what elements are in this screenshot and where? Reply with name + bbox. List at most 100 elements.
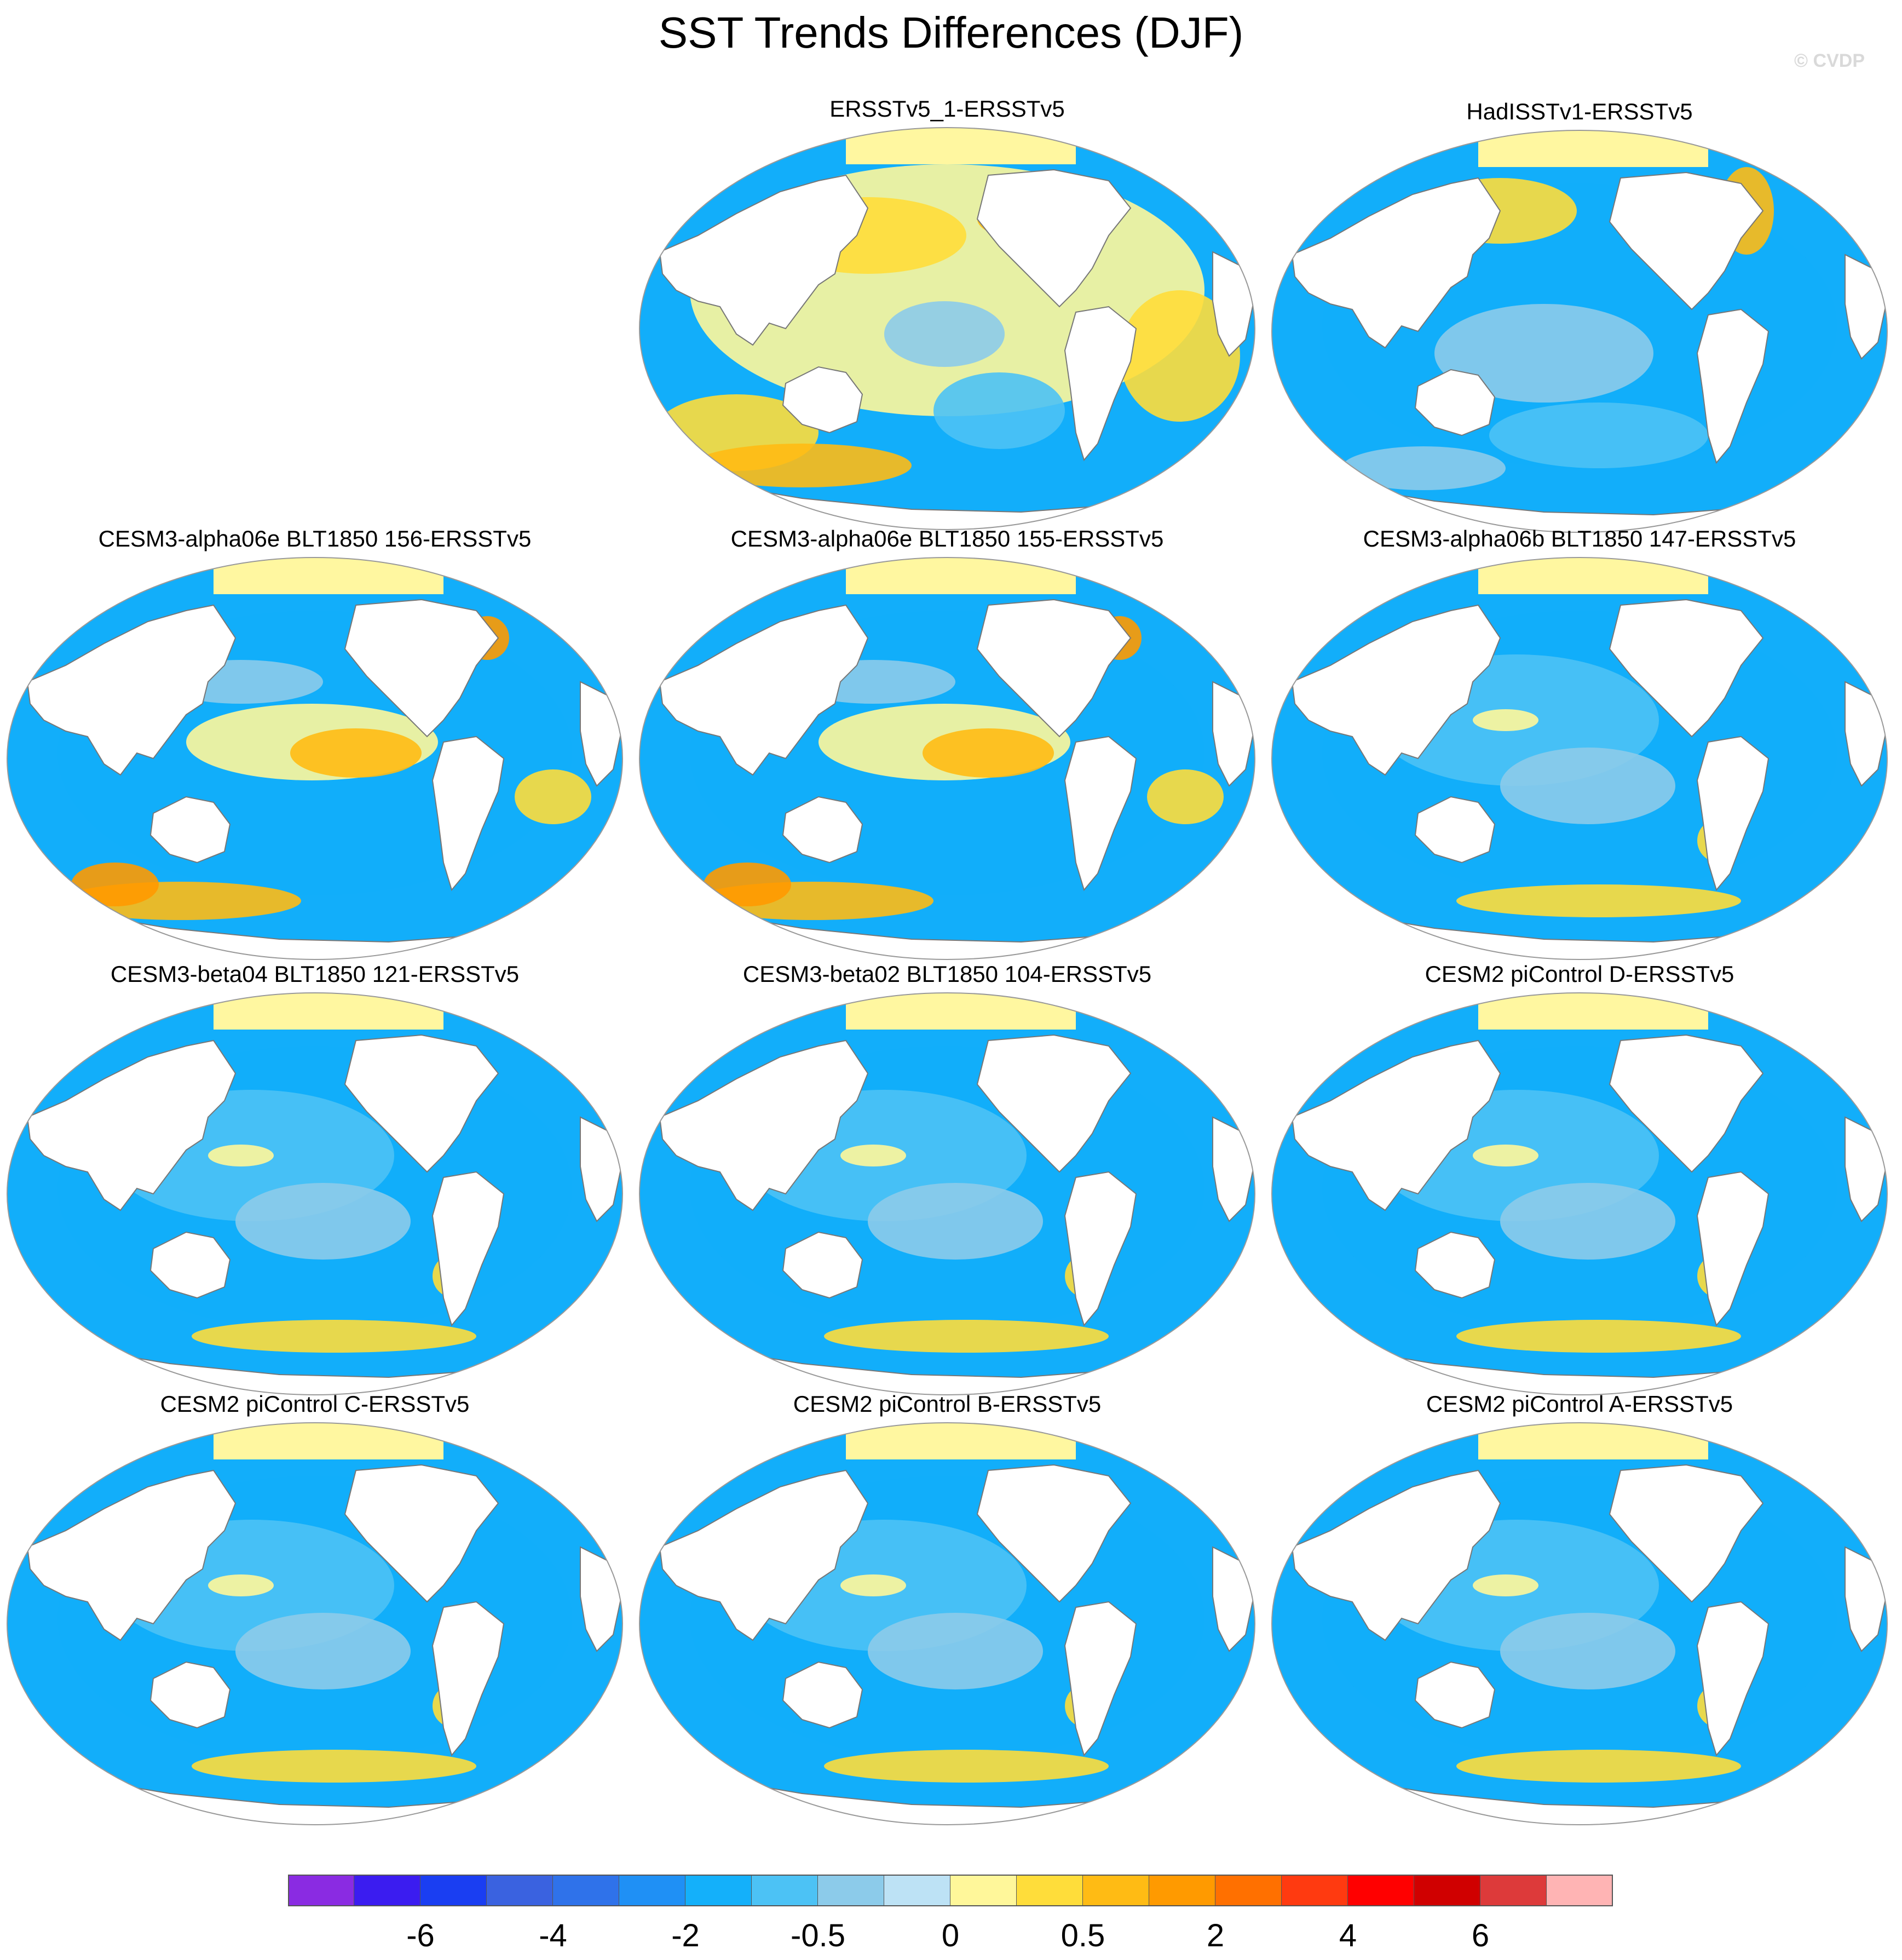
land-mass <box>659 1469 869 1641</box>
sst-map <box>639 127 1255 530</box>
colorbar-frame <box>288 1875 1613 1906</box>
sst-map <box>639 1422 1255 1825</box>
land-mass <box>1291 177 1501 349</box>
panel-title: CESM3-alpha06e BLT1850 155-ERSSTv5 <box>730 526 1164 551</box>
colorbar-swatch <box>884 1875 950 1906</box>
map-outline <box>639 992 1255 1395</box>
anomaly-region <box>933 372 1065 449</box>
sst-map <box>639 557 1255 960</box>
land-mass <box>1609 1464 1764 1603</box>
map-panel: ERSSTv5_1-ERSSTv5 <box>638 96 1257 534</box>
colorbar-swatch <box>619 1875 685 1906</box>
anomaly-region <box>235 1613 411 1689</box>
land-mass <box>976 169 1132 308</box>
colorbar-tick-label: -4 <box>539 1918 567 1953</box>
anomaly-region <box>192 1750 476 1783</box>
map-panel: CESM2 piControl B-ERSSTv5 <box>638 1391 1257 1829</box>
land-mass <box>1291 1469 1501 1641</box>
colorbar-tick-label: 0.5 <box>1060 1918 1105 1953</box>
arctic-region <box>1478 130 1708 167</box>
land-mass <box>431 735 505 892</box>
arctic-region <box>846 557 1076 594</box>
colorbar-tick-label: -2 <box>671 1918 700 1953</box>
anomaly-region <box>704 863 791 906</box>
arctic-region <box>1478 557 1708 594</box>
land-mass <box>1291 1039 1501 1211</box>
map-outline <box>7 1422 623 1825</box>
land-mass <box>782 366 863 434</box>
land-mass <box>149 1231 231 1299</box>
map-panel: CESM3-beta04 BLT1850 121-ERSSTv5 <box>5 961 624 1399</box>
map-outline <box>1271 1422 1888 1825</box>
land-mass <box>1609 599 1764 738</box>
panel-title: HadISSTv1-ERSSTv5 <box>1466 99 1693 124</box>
arctic-region <box>846 1423 1076 1459</box>
land-mass <box>26 1469 237 1641</box>
colorbar-swatch <box>818 1875 884 1906</box>
land-mass <box>1696 735 1770 892</box>
arctic-region <box>1478 1423 1708 1459</box>
anomaly-region <box>515 769 591 824</box>
colorbar-swatch <box>1547 1875 1613 1906</box>
map-outline <box>639 1422 1255 1825</box>
panel-title: ERSSTv5_1-ERSSTv5 <box>829 96 1065 122</box>
sst-map <box>1271 557 1888 960</box>
land-mass <box>1064 1171 1137 1327</box>
land-mass <box>1696 308 1770 464</box>
land-mass <box>782 1661 863 1729</box>
colorbar-swatch <box>1149 1875 1215 1906</box>
map-outline <box>7 557 623 960</box>
anomaly-region <box>868 1183 1043 1260</box>
map-panel: CESM3-alpha06b BLT1850 147-ERSSTv5 <box>1270 526 1889 964</box>
map-panel: CESM2 piControl D-ERSSTv5 <box>1270 961 1889 1399</box>
arctic-region <box>214 993 443 1030</box>
anomaly-region <box>923 728 1054 778</box>
colorbar-swatch <box>1348 1875 1414 1906</box>
colorbar-swatch <box>1215 1875 1282 1906</box>
anomaly-region <box>868 1613 1043 1689</box>
arctic-region <box>214 1423 443 1459</box>
anomaly-region <box>1120 290 1240 422</box>
colorbar-swatch <box>553 1875 619 1906</box>
sst-map <box>1271 992 1888 1395</box>
land-mass <box>26 604 237 776</box>
map-outline <box>639 557 1255 960</box>
colorbar-swatch <box>752 1875 818 1906</box>
colorbar-tick-label: -0.5 <box>791 1918 845 1953</box>
map-panel: HadISSTv1-ERSSTv5 <box>1270 99 1889 537</box>
anomaly-region <box>1473 1574 1538 1596</box>
figure-title: SST Trends Differences (DJF) <box>658 8 1244 57</box>
land-mass <box>1064 1601 1137 1757</box>
land-mass <box>1609 1034 1764 1173</box>
colorbar-swatch <box>487 1875 553 1906</box>
land-mass <box>149 796 231 864</box>
map-outline <box>1271 130 1888 533</box>
colorbar-swatch <box>288 1875 354 1906</box>
anomaly-region <box>1456 884 1741 917</box>
land-mass <box>976 1464 1132 1603</box>
colorbar-swatch <box>354 1875 420 1906</box>
sst-map <box>639 992 1255 1395</box>
land-mass <box>149 1661 231 1729</box>
land-mass <box>659 604 869 776</box>
colorbar-tick-label: 6 <box>1471 1918 1490 1953</box>
copyright-watermark: © CVDP <box>1794 50 1865 71</box>
sst-map <box>7 557 623 960</box>
land-mass <box>1291 604 1501 776</box>
land-mass <box>1064 306 1137 462</box>
arctic-region <box>214 557 443 594</box>
land-mass <box>782 1231 863 1299</box>
colorbar-tick-label: 2 <box>1206 1918 1225 1953</box>
colorbar-swatch <box>1414 1875 1480 1906</box>
panel-title: CESM2 piControl D-ERSSTv5 <box>1425 961 1734 987</box>
land-mass <box>1414 796 1496 864</box>
anomaly-region <box>693 444 912 487</box>
panel-title: CESM3-beta04 BLT1850 121-ERSSTv5 <box>110 961 520 987</box>
anomaly-region <box>1500 748 1675 824</box>
anomaly-region <box>1473 1145 1538 1166</box>
arctic-region <box>846 128 1076 164</box>
colorbar-swatch <box>420 1875 487 1906</box>
land-mass <box>1696 1601 1770 1757</box>
anomaly-region <box>1341 446 1506 490</box>
panel-title: CESM3-beta02 BLT1850 104-ERSSTv5 <box>742 961 1152 987</box>
